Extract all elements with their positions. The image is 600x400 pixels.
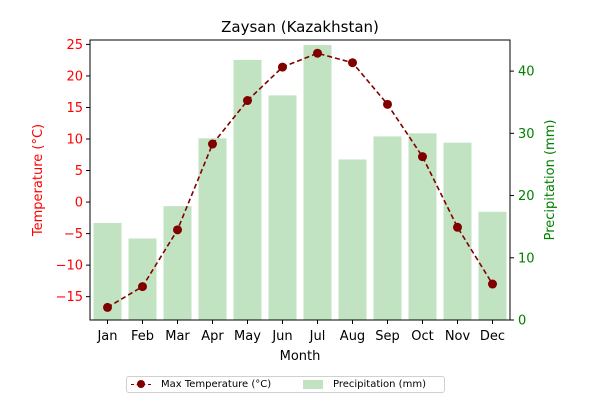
temperature-point (138, 282, 147, 292)
precipitation-bar (128, 238, 157, 320)
precipitation-bars (93, 44, 507, 321)
x-tick-label: Mar (165, 329, 190, 344)
temperature-line (107, 52, 494, 309)
temperature-line-layer (103, 48, 497, 312)
y-right-tick-label: 40 (518, 65, 535, 80)
y-left-tick-label: −10 (56, 259, 83, 274)
x-tick-label: Apr (201, 329, 224, 344)
temperature-point (278, 62, 287, 72)
temperature-point (173, 225, 182, 235)
y-left-tick-label: 5 (75, 164, 83, 179)
legend: Max Temperature (°C) Precipitation (mm) (126, 376, 445, 393)
y-left-tick-label: 15 (66, 101, 83, 116)
legend-dot-swatch (137, 380, 145, 388)
y-right-axis-label: Precipitation (mm) (543, 120, 558, 241)
x-tick-label: Aug (340, 329, 365, 344)
y-left-tick-label: −15 (56, 290, 83, 305)
y-right-tick-label: 0 (518, 314, 526, 329)
x-tick-label: Jan (96, 329, 117, 344)
y-left-tick-label: 20 (66, 69, 83, 84)
legend-label-temperature: Max Temperature (°C) (161, 379, 272, 390)
y-left-tick-label: 10 (66, 133, 83, 148)
x-tick-label: Dec (480, 329, 505, 344)
x-tick-label: Nov (445, 329, 471, 344)
x-tick-label: Sep (375, 329, 400, 344)
temperature-point (348, 58, 357, 68)
temperature-point (488, 279, 497, 289)
y-right-tick-label: 30 (518, 127, 535, 142)
legend-label-precipitation: Precipitation (mm) (333, 379, 426, 390)
x-tick-label: Jul (309, 329, 326, 344)
temperature-point (418, 152, 427, 162)
x-tick-label: Oct (411, 329, 433, 344)
y-left-axis-label: Temperature (°C) (31, 124, 46, 237)
temperature-point (243, 96, 252, 106)
temperature-point (313, 48, 322, 58)
temperature-point (208, 139, 217, 149)
axes: −15 −10 −5 0 5 10 15 20 25 0 10 20 30 40 Jan Feb Mar Apr M… (56, 38, 535, 344)
y-left-tick-label: −5 (64, 227, 83, 242)
chart-title: Zaysan (Kazakhstan) (221, 18, 379, 36)
x-axis-label: Month (280, 349, 321, 364)
precipitation-bar (338, 159, 367, 320)
precipitation-bar (478, 211, 507, 320)
temperature-point (383, 99, 392, 109)
y-left-tick-label: 25 (66, 38, 83, 53)
legend-bar-swatch (303, 380, 323, 389)
precipitation-bar (163, 206, 192, 320)
plot-frame (89, 39, 511, 321)
x-tick-label: Feb (131, 329, 154, 344)
x-tick-label: May (234, 329, 261, 344)
temperature-point (453, 222, 462, 232)
y-right-tick-label: 20 (518, 189, 535, 204)
precipitation-bar (268, 95, 297, 320)
precipitation-bar (408, 133, 437, 320)
precipitation-bar (198, 138, 227, 320)
precipitation-bar (373, 136, 402, 320)
y-right-tick-label: 10 (518, 251, 535, 266)
x-tick-label: Jun (271, 329, 292, 344)
precipitation-bar (303, 44, 332, 320)
y-left-tick-label: 0 (75, 196, 83, 211)
temperature-point (103, 302, 112, 312)
